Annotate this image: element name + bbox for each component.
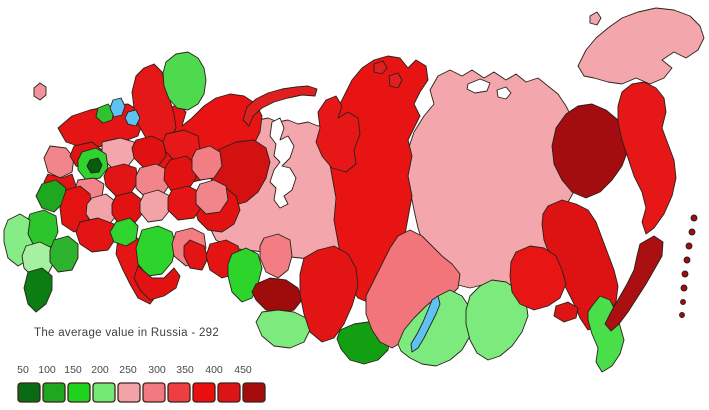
- legend: 50 100 150 200 250 300 350 400 450: [17, 364, 266, 403]
- region-magadan: [551, 103, 629, 199]
- legend-swatch: [142, 382, 166, 403]
- region-severnaya-zemlya-2: [388, 72, 403, 89]
- legend-swatch: [217, 382, 241, 403]
- legend-swatch: [167, 382, 191, 403]
- legend-label: 100: [38, 364, 56, 376]
- ob-gulf: [269, 117, 297, 209]
- legend-swatch: [92, 382, 116, 403]
- legend-label: 150: [64, 364, 82, 376]
- region-yamal-east: [315, 95, 361, 173]
- legend-label: 350: [176, 364, 194, 376]
- region-perm: [191, 145, 223, 181]
- region-volgograd: [75, 217, 117, 253]
- kuril-islands: [679, 214, 698, 318]
- legend-swatch: [42, 382, 66, 403]
- legend-swatch: [242, 382, 266, 403]
- legend-label: 300: [148, 364, 166, 376]
- legend-swatch: [17, 382, 41, 403]
- legend-swatch: [117, 382, 141, 403]
- region-novaya-zemlya: [242, 85, 318, 127]
- lake-ladoga: [109, 97, 126, 118]
- region-jewish-ao: [553, 301, 579, 323]
- legend-label: 250: [119, 364, 137, 376]
- region-vladimir: [103, 163, 139, 197]
- region-altai-republic: [251, 277, 303, 315]
- region-altai-south: [255, 309, 311, 349]
- new-siberian-island-2: [496, 86, 512, 100]
- region-moscow-city: [86, 157, 103, 174]
- region-severnaya-zemlya-1: [373, 60, 388, 75]
- region-kamchatka: [617, 81, 677, 235]
- region-ulyanovsk: [139, 189, 171, 223]
- region-omsk: [183, 239, 209, 271]
- lake-onega: [124, 109, 141, 127]
- region-irkutsk: [365, 229, 461, 349]
- legend-label: 50: [17, 364, 29, 376]
- region-kola-peninsula: [162, 51, 207, 111]
- region-kemerovo: [259, 233, 293, 279]
- average-value-note: The average value in Russia - 292: [34, 327, 220, 339]
- region-wrangel-island: [589, 11, 602, 26]
- legend-label: 200: [91, 364, 109, 376]
- region-chukotka: [577, 7, 705, 85]
- region-samara: [109, 217, 139, 247]
- legend-swatch: [67, 382, 91, 403]
- region-kursk-bryansk: [35, 179, 67, 213]
- region-amur: [509, 245, 567, 311]
- region-caucasus: [23, 267, 53, 313]
- region-sakhalin: [604, 235, 664, 332]
- region-bashkortostan: [135, 225, 177, 277]
- legend-label: 450: [234, 364, 252, 376]
- region-kirov: [163, 155, 197, 193]
- lake-baikal: [410, 295, 441, 353]
- region-karelia-south: [95, 103, 115, 124]
- legend-label: 400: [205, 364, 223, 376]
- region-pskov: [43, 145, 75, 179]
- new-siberian-island-1: [466, 78, 491, 94]
- region-khakassia: [299, 245, 359, 343]
- region-stavropol: [49, 235, 79, 273]
- legend-swatch: [192, 382, 216, 403]
- region-kaliningrad: [33, 82, 47, 101]
- region-udmurtia: [195, 179, 229, 215]
- region-orenburg: [133, 265, 181, 301]
- region-tatarstan: [167, 185, 203, 221]
- region-zabaikalsky: [465, 279, 529, 361]
